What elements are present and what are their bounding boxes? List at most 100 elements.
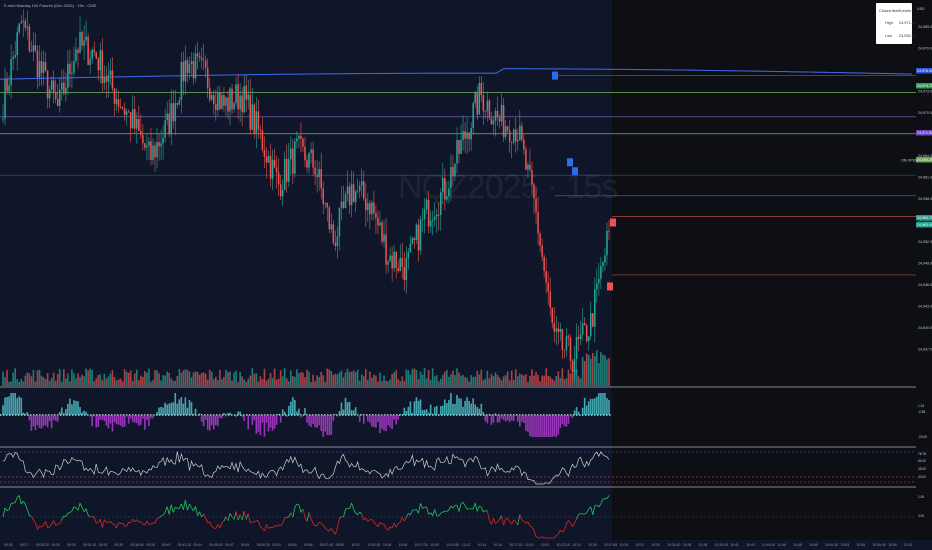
volume-bar	[269, 373, 272, 386]
osc-segment	[168, 504, 172, 515]
osc-segment	[26, 509, 30, 516]
volume-bar	[320, 371, 323, 386]
macd-bar	[194, 408, 197, 415]
volume-bar	[85, 368, 87, 386]
osc-segment	[83, 508, 87, 512]
candle-body	[549, 291, 551, 308]
osc-segment	[517, 514, 521, 525]
volume-bar	[533, 375, 535, 386]
volume-bar	[551, 379, 554, 386]
volume-bar	[190, 377, 193, 386]
candle-body	[219, 92, 221, 109]
time-tick-label: 09:57:45	[320, 543, 333, 547]
osc-segment	[160, 514, 164, 517]
volume-bar	[460, 375, 462, 386]
candle-body	[24, 21, 27, 28]
candle-body	[131, 109, 134, 129]
osc-segment	[187, 503, 190, 511]
candle-body	[571, 360, 574, 372]
macd-bar	[608, 399, 610, 415]
candle-body	[512, 129, 515, 143]
candle-body	[425, 199, 428, 210]
osc-segment	[87, 514, 91, 517]
time-tick-label: 10:58	[888, 543, 897, 547]
macd-bar	[535, 415, 537, 437]
candle-body	[142, 135, 144, 144]
volume-bar	[472, 377, 475, 386]
macd-bar	[67, 403, 69, 415]
osc-segment	[507, 518, 511, 522]
candle-body	[395, 251, 397, 268]
candle-body	[148, 141, 150, 146]
candle-body	[476, 92, 479, 115]
volume-bar	[146, 372, 148, 386]
volume-bar	[180, 372, 183, 386]
macd-bar	[257, 415, 260, 432]
osc-segment	[35, 523, 38, 530]
candle-body	[494, 110, 497, 121]
candle-body	[115, 99, 118, 104]
osc-segment	[254, 520, 257, 523]
time-tick-label: 09:30	[67, 543, 76, 547]
candle-body	[362, 181, 365, 199]
volume-bar	[454, 375, 456, 386]
candle-body	[111, 70, 114, 89]
symbol-title[interactable]: E-mini Nasdaq-100 Futures (Dec 2025) · 1…	[4, 3, 97, 8]
candle-body	[190, 61, 193, 65]
volume-bar	[26, 372, 29, 386]
macd-bar	[150, 415, 152, 419]
price-tick-label: 24,946.00	[918, 283, 932, 287]
volume-bar	[419, 371, 422, 386]
osc-segment	[426, 506, 429, 515]
volume-bar	[121, 381, 124, 386]
price-axis[interactable]: 24,985.0024,979.0024,976.0024,973.0024,9…	[916, 0, 932, 540]
candle-body	[172, 103, 175, 122]
volume-bar	[150, 381, 152, 386]
macd-bar	[306, 415, 308, 423]
volume-bar	[79, 377, 81, 386]
candle-body	[387, 261, 389, 265]
osc-segment	[432, 509, 436, 517]
macd-bar	[160, 406, 162, 415]
candle-body	[40, 61, 43, 73]
osc-segment	[351, 502, 355, 510]
macd-bar	[417, 400, 420, 415]
volume-bar	[494, 372, 497, 386]
volume-bar	[375, 375, 377, 386]
macd-bar	[577, 411, 580, 415]
oscillator-pane	[0, 495, 916, 539]
candle-body	[223, 94, 225, 106]
candle-body	[350, 184, 353, 206]
candle-body	[225, 97, 227, 106]
macd-bar	[596, 396, 598, 415]
candle-body	[79, 31, 81, 53]
candle-body	[358, 185, 361, 192]
price-tag	[916, 157, 932, 163]
indicator-axis-label: 0.00	[918, 514, 924, 518]
candle-body	[429, 220, 432, 227]
volume-bar	[583, 361, 586, 386]
macd-bar	[490, 415, 493, 425]
candle-body	[206, 67, 209, 88]
volume-bar	[73, 373, 75, 386]
osc-segment	[320, 523, 324, 526]
candle-body	[162, 137, 164, 144]
volume-bar	[433, 376, 436, 386]
osc-segment	[47, 526, 50, 528]
macd-bar	[273, 415, 276, 429]
macd-bar	[140, 415, 142, 425]
macd-bar	[32, 415, 35, 427]
volume-bar	[283, 368, 286, 386]
volume-bar	[606, 359, 608, 386]
macd-bar	[131, 415, 134, 422]
osc-segment	[219, 523, 223, 529]
volume-bar	[22, 381, 25, 386]
time-axis[interactable]: 09:25 09:27 09:28:30 09:29 09:30 09:31:15 09:3…	[0, 540, 932, 550]
volume-bar	[154, 369, 156, 386]
macd-bar	[502, 415, 505, 421]
volume-bar	[135, 369, 138, 386]
volume-bar	[452, 370, 454, 386]
volume-bar	[547, 375, 549, 386]
volume-bar	[512, 379, 515, 386]
